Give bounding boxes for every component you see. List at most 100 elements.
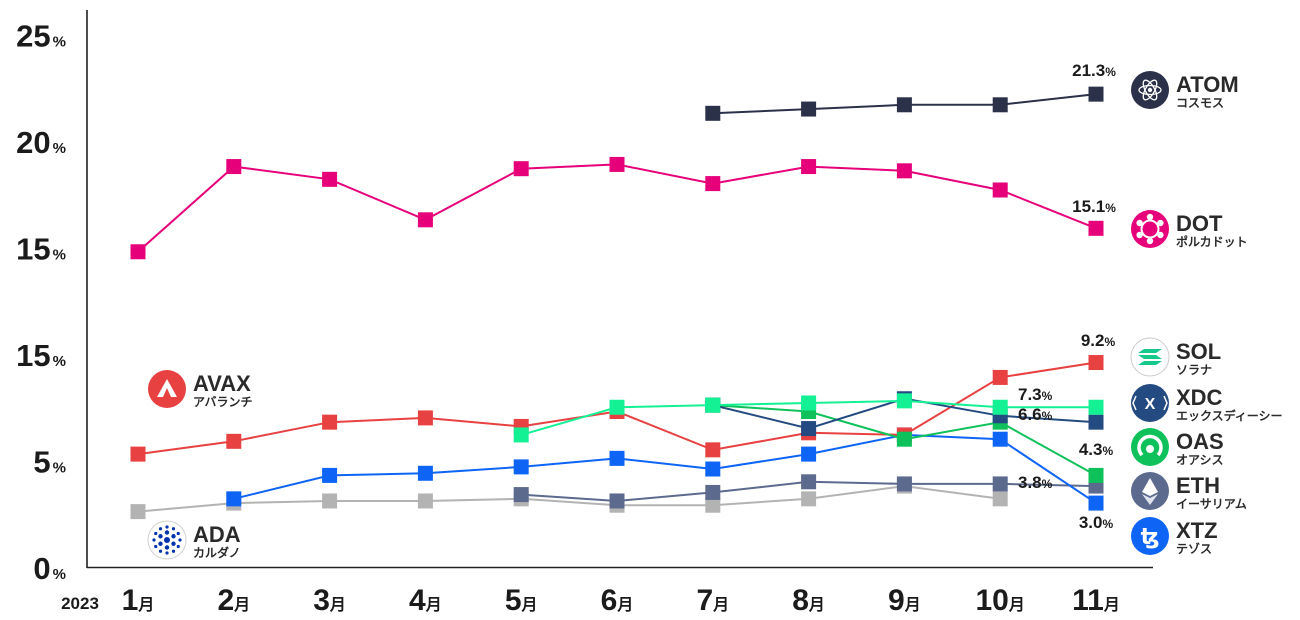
data-point-ada <box>705 497 721 513</box>
x-tick-unit: 月 <box>904 596 921 614</box>
data-point-dot <box>322 171 338 187</box>
legend-subtitle: イーサリアム <box>1176 497 1247 511</box>
oasys-icon <box>1131 428 1169 466</box>
axes <box>86 10 1153 569</box>
end-label-sol: 7.3% <box>1018 385 1053 404</box>
legend-name: OAS <box>1176 429 1224 454</box>
data-point-atom <box>705 105 721 121</box>
x-tick-label: 10月 <box>976 584 1025 617</box>
series-lines <box>130 86 1104 520</box>
data-point-sol <box>896 393 912 409</box>
data-point-eth <box>609 493 625 509</box>
xdc-icon: X <box>1131 384 1169 422</box>
data-point-sol <box>1088 399 1104 415</box>
x-tick-unit: 月 <box>329 596 346 614</box>
data-point-eth <box>992 476 1008 492</box>
y-tick-number: 15 <box>16 232 50 267</box>
legend-name: ATOM <box>1176 72 1239 97</box>
end-label-xdc: 6.6% <box>1018 405 1053 424</box>
y-tick-number: 5 <box>33 445 50 480</box>
x-tick-number: 3 <box>313 584 330 617</box>
y-tick-unit: % <box>53 353 66 370</box>
solana-icon <box>1130 337 1170 377</box>
x-tick-number: 4 <box>409 584 426 617</box>
data-point-avax <box>705 442 721 458</box>
data-point-avax <box>1088 355 1104 371</box>
end-label-unit: % <box>1105 201 1116 215</box>
x-tick-unit: 月 <box>233 596 250 614</box>
series-eth <box>513 474 1104 509</box>
end-label-eth: 3.8% <box>1018 473 1053 492</box>
svg-text:X: X <box>1145 396 1156 413</box>
x-tick-number: 7 <box>696 584 713 617</box>
y-tick-number: 0 <box>33 551 50 586</box>
legend-subtitle: カルダノ <box>193 545 241 560</box>
x-tick-unit: 月 <box>808 596 825 614</box>
series-line-ada <box>137 485 1001 513</box>
legend-subtitle: ポルカドット <box>1176 234 1248 249</box>
x-tick-unit: 月 <box>712 596 729 614</box>
x-tick-number: 8 <box>792 584 809 617</box>
end-label-unit: % <box>1042 477 1053 491</box>
x-tick-label: 8月 <box>792 584 825 617</box>
x-tick-unit: 月 <box>521 596 538 614</box>
end-label-unit: % <box>1104 335 1115 349</box>
end-label-unit: % <box>1102 444 1113 458</box>
data-point-xtz <box>1088 495 1104 511</box>
x-tick-label: 7月 <box>696 584 729 617</box>
data-point-ada <box>992 491 1008 507</box>
y-tick-number: 25 <box>16 19 50 54</box>
legend-name: XDC <box>1176 385 1223 410</box>
data-point-dot <box>992 182 1008 198</box>
data-point-sol <box>801 395 817 411</box>
data-point-sol <box>609 399 625 415</box>
x-tick-unit: 月 <box>137 596 154 614</box>
x-tick-label: 5月 <box>505 584 538 617</box>
data-point-sol <box>513 427 529 443</box>
data-point-avax <box>322 414 338 430</box>
x-tick-number: 1 <box>122 584 139 617</box>
data-point-avax <box>130 446 146 462</box>
x-tick-unit: 月 <box>616 596 633 614</box>
x-tick-unit: 月 <box>1103 596 1120 614</box>
legend-subtitle: ソラナ <box>1176 363 1212 377</box>
data-point-ada <box>130 504 146 520</box>
y-tick-label: 5% <box>33 445 66 480</box>
x-tick-label: 9月 <box>888 584 921 617</box>
data-point-sol <box>705 397 721 413</box>
y-tick-number: 20 <box>16 125 50 160</box>
data-point-atom <box>896 97 912 113</box>
data-point-eth <box>896 476 912 492</box>
data-point-sol <box>992 399 1008 415</box>
y-tick-label: 15% <box>16 232 66 267</box>
end-label-atom: 21.3% <box>1072 61 1116 80</box>
x-tick-unit: 月 <box>425 596 442 614</box>
end-label-unit: % <box>1042 389 1053 403</box>
data-point-xtz <box>705 461 721 477</box>
end-label-unit: % <box>1105 65 1116 79</box>
year-label: 2023 <box>61 594 99 613</box>
legend-name: AVAX <box>193 371 251 396</box>
legend-name: SOL <box>1176 339 1221 364</box>
data-point-oas <box>896 431 912 447</box>
y-tick-label: 0% <box>33 551 66 586</box>
end-label-value: 21.3 <box>1072 61 1105 80</box>
data-point-xtz <box>992 431 1008 447</box>
data-point-eth <box>513 487 529 503</box>
data-point-xdc <box>1088 414 1104 430</box>
y-tick-unit: % <box>53 34 66 51</box>
x-tick-number: 11 <box>1072 584 1104 617</box>
legend-subtitle: オアシス <box>1176 453 1224 467</box>
data-point-xtz <box>801 446 817 462</box>
data-point-xtz <box>513 459 529 475</box>
y-tick-unit: % <box>53 460 66 477</box>
series-xtz <box>226 427 1104 511</box>
data-point-dot <box>801 159 817 175</box>
y-axis-ticks: 0 %5 %15 %15 %20 %25% <box>16 19 66 587</box>
legend-subtitle: コスモス <box>1176 96 1224 110</box>
ethereum-icon <box>1131 472 1169 510</box>
